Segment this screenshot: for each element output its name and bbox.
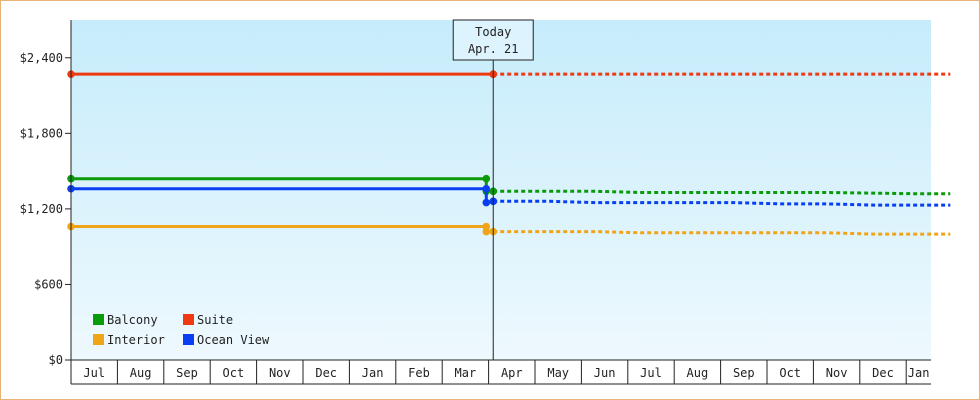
x-tick-label: May xyxy=(547,366,569,380)
today-marker: Today Apr. 21 xyxy=(452,19,534,360)
legend-swatch xyxy=(183,334,194,345)
x-tick-label: Oct xyxy=(223,366,245,380)
legend-item: Ocean View xyxy=(183,333,270,347)
x-tick-label: Jan xyxy=(362,366,384,380)
legend-label: Suite xyxy=(197,313,233,327)
x-tick-label: Jul xyxy=(640,366,662,380)
series-projected-line xyxy=(493,189,951,196)
x-tick-label: Jul xyxy=(83,366,105,380)
y-tick-label: $0 xyxy=(49,353,63,367)
x-tick-label: Feb xyxy=(408,366,430,380)
today-box xyxy=(452,19,534,61)
series-interior xyxy=(67,222,951,236)
legend-label: Ocean View xyxy=(197,333,270,347)
y-tick-label: $1,800 xyxy=(20,126,63,140)
series-point xyxy=(482,198,491,207)
legend-label: Balcony xyxy=(107,313,158,327)
y-tick-label: $600 xyxy=(34,277,63,291)
x-tick-label: Jan xyxy=(908,366,930,380)
series-projected-line xyxy=(493,199,951,207)
x-tick-label: Jun xyxy=(594,366,616,380)
legend-item: Interior xyxy=(93,333,165,347)
x-tick-label: Dec xyxy=(872,366,894,380)
series-point xyxy=(482,184,491,193)
legend-item: Balcony xyxy=(93,313,158,327)
x-tick-label: Nov xyxy=(826,366,848,380)
x-tick-label: Oct xyxy=(779,366,801,380)
axes-layer: $0 $600 $1,200 $1,800 $2,400 Jul Aug Sep Oct Nov D… xyxy=(20,20,931,385)
x-tick-label: Apr xyxy=(501,366,523,380)
legend: Balcony Suite Interior Ocean View xyxy=(93,313,270,347)
today-label: Today xyxy=(475,25,511,39)
legend-swatch xyxy=(93,334,104,345)
series-point xyxy=(482,174,491,183)
series-layer xyxy=(67,70,951,236)
series-point xyxy=(482,227,491,236)
x-tick-label: Nov xyxy=(269,366,291,380)
today-date: Apr. 21 xyxy=(468,42,519,56)
x-tick-label: Aug xyxy=(687,366,709,380)
x-tick-label: Aug xyxy=(130,366,152,380)
x-tick-label: Mar xyxy=(455,366,477,380)
legend-item: Suite xyxy=(183,313,233,327)
y-tick-label: $1,200 xyxy=(20,202,63,216)
legend-swatch xyxy=(93,314,104,325)
x-tick-label: Sep xyxy=(733,366,755,380)
series-projected-line xyxy=(493,230,951,236)
x-tick-label: Sep xyxy=(176,366,198,380)
y-tick-label: $2,400 xyxy=(20,51,63,65)
legend-label: Interior xyxy=(107,333,165,347)
legend-swatch xyxy=(183,314,194,325)
x-tick-label: Dec xyxy=(315,366,337,380)
